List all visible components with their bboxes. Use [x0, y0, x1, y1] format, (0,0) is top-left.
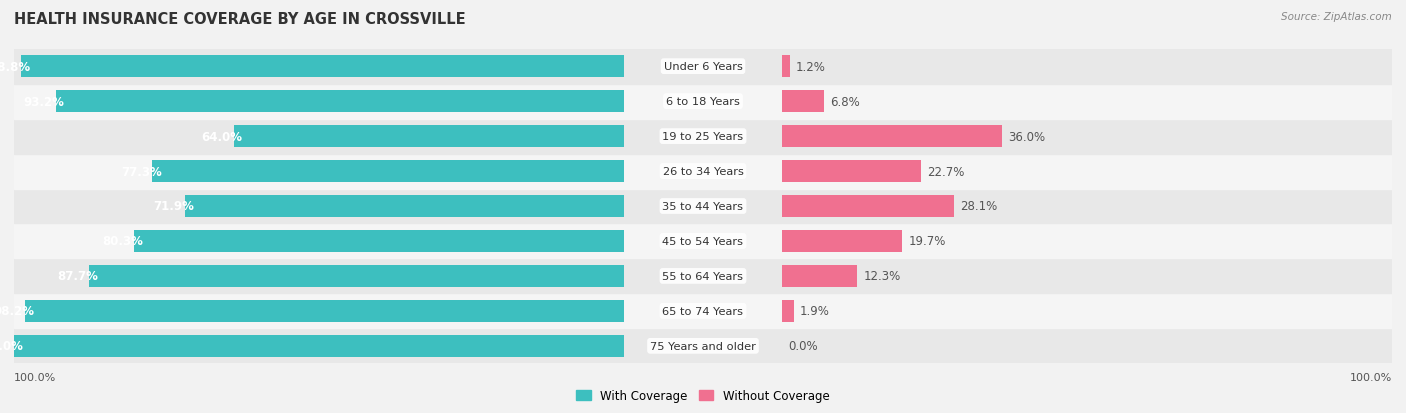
Bar: [782, 294, 1392, 329]
Bar: [14, 224, 624, 259]
Bar: [14, 189, 624, 224]
Bar: [233, 126, 624, 147]
Text: 45 to 54 Years: 45 to 54 Years: [662, 236, 744, 247]
Text: 55 to 64 Years: 55 to 64 Years: [662, 271, 744, 281]
Bar: [624, 189, 782, 224]
Bar: [782, 329, 1392, 363]
Bar: [134, 230, 624, 252]
Bar: [782, 91, 824, 113]
Bar: [782, 196, 953, 217]
Text: 19 to 25 Years: 19 to 25 Years: [662, 132, 744, 142]
Text: 19.7%: 19.7%: [908, 235, 946, 248]
Bar: [782, 189, 1392, 224]
Text: Source: ZipAtlas.com: Source: ZipAtlas.com: [1281, 12, 1392, 22]
Text: 1.9%: 1.9%: [800, 305, 830, 318]
Bar: [14, 329, 624, 363]
Text: 100.0%: 100.0%: [0, 339, 24, 352]
Text: 6.8%: 6.8%: [830, 95, 859, 108]
Bar: [782, 84, 1392, 119]
Bar: [55, 91, 624, 113]
Bar: [624, 119, 782, 154]
Text: 75 Years and older: 75 Years and older: [650, 341, 756, 351]
Text: 28.1%: 28.1%: [960, 200, 997, 213]
Bar: [782, 50, 1392, 84]
Legend: With Coverage, Without Coverage: With Coverage, Without Coverage: [572, 385, 834, 407]
Bar: [782, 154, 1392, 189]
Bar: [14, 335, 624, 357]
Bar: [25, 300, 624, 322]
Text: 35 to 44 Years: 35 to 44 Years: [662, 202, 744, 211]
Text: HEALTH INSURANCE COVERAGE BY AGE IN CROSSVILLE: HEALTH INSURANCE COVERAGE BY AGE IN CROS…: [14, 12, 465, 27]
Text: 98.2%: 98.2%: [0, 305, 34, 318]
Bar: [782, 119, 1392, 154]
Text: 65 to 74 Years: 65 to 74 Years: [662, 306, 744, 316]
Bar: [624, 329, 782, 363]
Text: 22.7%: 22.7%: [927, 165, 965, 178]
Bar: [624, 84, 782, 119]
Bar: [782, 224, 1392, 259]
Bar: [782, 300, 794, 322]
Text: 1.2%: 1.2%: [796, 61, 825, 74]
Bar: [14, 294, 624, 329]
Text: 77.3%: 77.3%: [121, 165, 162, 178]
Text: Under 6 Years: Under 6 Years: [664, 62, 742, 72]
Text: 98.8%: 98.8%: [0, 61, 31, 74]
Bar: [624, 224, 782, 259]
Bar: [782, 56, 790, 78]
Text: 93.2%: 93.2%: [24, 95, 65, 108]
Bar: [14, 50, 624, 84]
Text: 87.7%: 87.7%: [58, 270, 98, 283]
Bar: [14, 84, 624, 119]
Bar: [782, 230, 903, 252]
Text: 100.0%: 100.0%: [14, 372, 56, 382]
Bar: [89, 266, 624, 287]
Text: 64.0%: 64.0%: [201, 130, 243, 143]
Bar: [782, 266, 858, 287]
Bar: [782, 259, 1392, 294]
Bar: [14, 154, 624, 189]
Bar: [624, 259, 782, 294]
Text: 100.0%: 100.0%: [1350, 372, 1392, 382]
Bar: [21, 56, 624, 78]
Bar: [14, 119, 624, 154]
Bar: [782, 161, 921, 183]
Bar: [152, 161, 624, 183]
Bar: [186, 196, 624, 217]
Text: 0.0%: 0.0%: [789, 339, 818, 352]
Text: 36.0%: 36.0%: [1008, 130, 1045, 143]
Bar: [624, 154, 782, 189]
Text: 6 to 18 Years: 6 to 18 Years: [666, 97, 740, 107]
Text: 26 to 34 Years: 26 to 34 Years: [662, 166, 744, 177]
Text: 12.3%: 12.3%: [863, 270, 901, 283]
Text: 80.3%: 80.3%: [103, 235, 143, 248]
Bar: [624, 294, 782, 329]
Text: 71.9%: 71.9%: [153, 200, 194, 213]
Bar: [624, 50, 782, 84]
Bar: [14, 259, 624, 294]
Bar: [782, 126, 1001, 147]
